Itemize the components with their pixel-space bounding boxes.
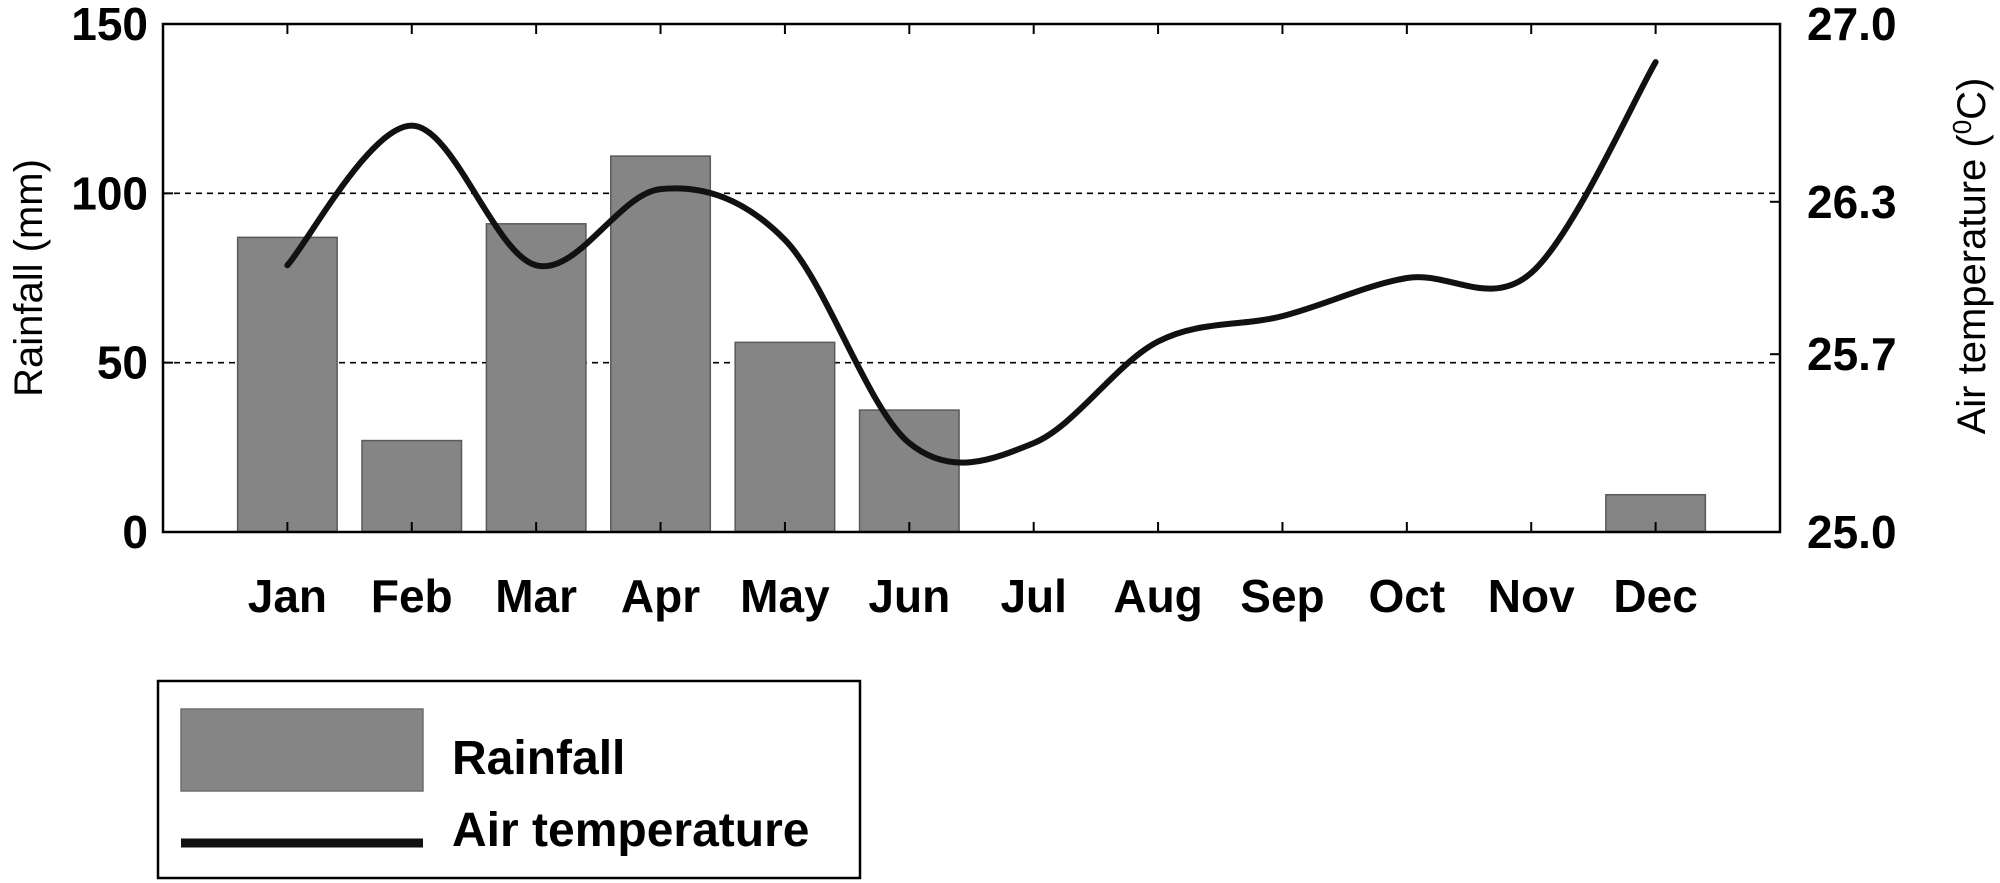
y-axis-title-right-text: Air temperature ( <box>1950 134 1994 435</box>
x-tick-label-jan: Jan <box>248 570 327 622</box>
y-axis-title-left: Rainfall (mm) <box>7 159 51 397</box>
x-tick-label-feb: Feb <box>371 570 453 622</box>
x-tick-label-apr: Apr <box>621 570 700 622</box>
y-tick-label-right: 25.0 <box>1807 506 1897 558</box>
left-axis-tick-labels: 0 50 100 150 <box>71 0 148 558</box>
x-tick-label-nov: Nov <box>1488 570 1575 622</box>
bar-may <box>734 341 836 533</box>
plot-frame <box>161 22 1782 534</box>
grid-lines <box>163 192 1780 364</box>
axis-ticks <box>163 23 1780 533</box>
bar-apr <box>610 155 712 533</box>
x-tick-label-oct: Oct <box>1369 570 1446 622</box>
x-axis-tick-labels: Jan Feb Mar Apr May Jun Jul Aug Sep Oct Nov Dec <box>248 570 1698 622</box>
bar-mar <box>485 223 587 533</box>
y-tick-label-left: 0 <box>122 506 148 558</box>
x-tick-label-aug: Aug <box>1113 570 1202 622</box>
y-axis-title-right: Air temperature (0C) <box>1947 78 1994 435</box>
rainfall-bars <box>236 155 1707 533</box>
x-tick-label-sep: Sep <box>1240 570 1324 622</box>
right-axis-tick-labels: 25.0 25.7 26.3 27.0 <box>1807 0 1897 558</box>
legend-label-rainfall: Rainfall <box>452 732 625 785</box>
y-tick-label-right: 27.0 <box>1807 0 1897 50</box>
y-tick-label-right: 25.7 <box>1807 328 1897 380</box>
y-tick-label-right: 26.3 <box>1807 176 1897 228</box>
legend-label-air-temperature: Air temperature <box>452 804 809 857</box>
x-tick-label-jun: Jun <box>868 570 950 622</box>
legend: Rainfall Air temperature <box>156 679 862 880</box>
bar-jun <box>858 409 960 533</box>
x-tick-label-mar: Mar <box>495 570 577 622</box>
x-tick-label-dec: Dec <box>1613 570 1697 622</box>
y-tick-label-left: 100 <box>71 167 148 219</box>
air-temperature-line <box>284 59 1659 466</box>
x-tick-label-jul: Jul <box>1000 570 1066 622</box>
bar-feb <box>361 439 463 533</box>
x-tick-label-may: May <box>740 570 830 622</box>
y-axis-title-right-superscript: 0 <box>1947 120 1977 134</box>
y-tick-label-left: 50 <box>97 337 148 389</box>
legend-swatch-rainfall <box>180 708 424 792</box>
bar-jan <box>236 236 338 533</box>
y-tick-label-left: 150 <box>71 0 148 50</box>
y-axis-title-right-unit: C) <box>1950 78 1994 120</box>
